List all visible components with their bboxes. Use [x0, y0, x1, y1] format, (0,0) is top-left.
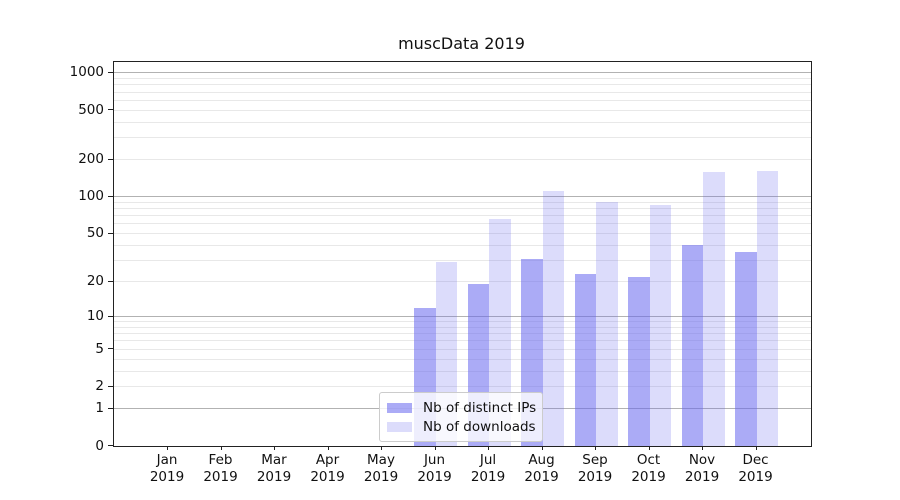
x-tick-mark-feb [220, 446, 222, 450]
y-tick-label-0: 0 [95, 437, 104, 454]
gridline-7 [114, 333, 811, 335]
gridline-6 [114, 340, 811, 342]
x-tick-mark-may [381, 446, 382, 450]
gridline-4 [114, 358, 811, 360]
x-tick-mark-jan [167, 446, 168, 450]
x-tick-label-jul: Jul 2019 [470, 452, 506, 485]
bar-dec-downloads [756, 170, 778, 446]
bar-sep-downloads [596, 201, 618, 446]
gridline-2 [114, 386, 811, 388]
x-tick-label-feb: Feb 2019 [203, 452, 238, 485]
y-tick-mark-10 [108, 315, 113, 317]
legend-label-downloads: Nb of downloads [423, 418, 536, 435]
gridline-300 [114, 137, 811, 139]
x-tick-label-oct: Oct 2019 [631, 452, 666, 485]
gridline-5 [114, 348, 811, 350]
bar-nov-distinct-ips [681, 245, 703, 446]
gridline-80 [114, 208, 811, 210]
gridline-50 [114, 233, 811, 235]
x-tick-mark-jun [434, 446, 436, 450]
x-tick-mark-mar [274, 446, 275, 450]
gridline-800 [114, 84, 811, 86]
gridline-500 [114, 109, 811, 111]
x-tick-mark-apr [327, 446, 329, 450]
gridline-30 [114, 260, 811, 262]
y-tick-mark-0 [108, 445, 113, 446]
y-tick-mark-2 [108, 385, 113, 387]
gridline-600 [114, 99, 811, 101]
gridline-200 [114, 159, 811, 161]
bar-jul-downloads [489, 218, 511, 446]
gridline-9 [114, 321, 811, 323]
legend: Nb of distinct IPs Nb of downloads [379, 392, 543, 442]
x-tick-mark-nov [702, 446, 703, 450]
x-tick-label-may: May 2019 [363, 452, 399, 485]
bar-aug-downloads [542, 190, 564, 446]
bar-nov-downloads [703, 171, 725, 446]
y-tick-mark-50 [108, 232, 113, 234]
y-tick-label-100: 100 [78, 188, 104, 205]
plot-area [113, 61, 812, 447]
x-tick-mark-aug [541, 446, 543, 450]
y-tick-mark-500 [108, 109, 113, 111]
x-tick-mark-oct [648, 446, 650, 450]
x-tick-mark-jul [488, 446, 489, 450]
legend-swatch-downloads [387, 421, 412, 432]
gridline-900 [114, 78, 811, 80]
y-tick-label-2: 2 [95, 378, 104, 395]
legend-label-distinct-ips: Nb of distinct IPs [423, 399, 537, 416]
x-tick-label-apr: Apr 2019 [310, 452, 345, 485]
y-tick-label-10: 10 [86, 308, 104, 324]
y-tick-label-1: 1 [95, 400, 104, 417]
y-tick-label-200: 200 [78, 151, 104, 168]
gridline-700 [114, 91, 811, 93]
x-tick-mark-sep [595, 446, 596, 450]
bar-oct-downloads [649, 204, 671, 446]
gridline-90 [114, 201, 811, 203]
gridline-60 [114, 223, 811, 225]
y-tick-label-5: 5 [95, 340, 104, 357]
gridline-70 [114, 215, 811, 217]
legend-item-downloads: Nb of downloads [387, 417, 536, 436]
x-tick-label-sep: Sep 2019 [577, 452, 613, 485]
x-tick-label-dec: Dec 2019 [738, 452, 773, 485]
bar-oct-distinct-ips [628, 276, 650, 446]
gridline-10 [114, 316, 811, 317]
y-tick-mark-1 [108, 407, 113, 409]
y-tick-mark-5 [108, 348, 113, 350]
chart-title: muscData 2019 [398, 34, 525, 53]
y-tick-mark-200 [108, 158, 113, 160]
y-tick-label-50: 50 [86, 225, 104, 242]
x-tick-label-nov: Nov 2019 [684, 452, 720, 485]
gridline-1000 [114, 72, 811, 74]
legend-swatch-distinct-ips [387, 402, 412, 413]
bar-sep-distinct-ips [574, 274, 596, 446]
y-tick-mark-1000 [108, 71, 113, 73]
gridline-20 [114, 281, 811, 283]
y-tick-label-20: 20 [86, 273, 104, 290]
legend-item-distinct-ips: Nb of distinct IPs [387, 398, 537, 417]
y-tick-mark-100 [108, 195, 113, 197]
y-tick-mark-20 [108, 280, 113, 282]
gridline-3 [114, 370, 811, 372]
gridline-100 [114, 196, 811, 198]
x-tick-label-jan: Jan 2019 [149, 452, 185, 485]
x-tick-mark-dec [755, 446, 757, 450]
bar-dec-distinct-ips [735, 252, 757, 446]
y-tick-label-1000: 1000 [69, 64, 104, 81]
y-tick-label-500: 500 [78, 101, 104, 118]
x-tick-label-aug: Aug 2019 [524, 452, 559, 485]
gridline-400 [114, 121, 811, 123]
x-tick-label-jun: Jun 2019 [417, 452, 452, 485]
gridline-40 [114, 244, 811, 246]
x-tick-label-mar: Mar 2019 [256, 452, 292, 485]
gridline-8 [114, 326, 811, 328]
